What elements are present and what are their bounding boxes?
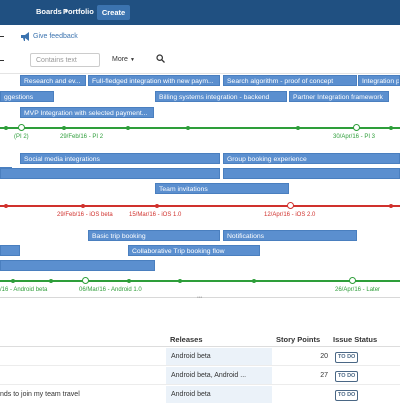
roadmap-bar[interactable]: Partner Integration framework <box>289 91 389 102</box>
row-divider <box>0 384 400 385</box>
roadmap-bar[interactable]: ggestions <box>0 91 54 102</box>
roadmap-bar[interactable]: Basic trip booking <box>88 230 220 241</box>
roadmap-bar[interactable]: Search algorithm - proof of concept <box>223 75 357 86</box>
milestone-ring[interactable] <box>18 124 25 131</box>
milestone-dot <box>178 279 182 283</box>
milestone-ring[interactable] <box>287 202 294 209</box>
milestone-dot <box>49 279 53 283</box>
roadmap-bar[interactable] <box>223 168 400 179</box>
story-points-cell: 20 <box>320 353 328 360</box>
story-points-cell: 27 <box>320 372 328 379</box>
feedback-bar: Give feedback <box>0 25 400 50</box>
milestone-dot <box>252 279 256 283</box>
roadmap-bar[interactable]: Billing systems integration - backend <box>155 91 287 102</box>
milestone-ring[interactable] <box>353 124 360 131</box>
release-label: 26/Apr/16 - Later <box>335 287 381 293</box>
panel-splitter[interactable] <box>0 297 400 298</box>
milestone-ring[interactable] <box>82 277 89 284</box>
divider-mark <box>0 60 4 61</box>
milestone-dot <box>4 126 8 130</box>
summary-cell[interactable]: nds to join my team travel <box>0 391 80 398</box>
roadmap-bar[interactable] <box>0 245 20 256</box>
nav-portfolio-label: Portfolio <box>63 7 94 16</box>
milestone-dot <box>11 279 15 283</box>
milestone-dot <box>81 204 85 208</box>
more-filters-button[interactable]: More ▼ <box>112 56 135 63</box>
more-label: More <box>112 56 128 63</box>
roadmap-bar[interactable]: Team invitations <box>155 183 289 194</box>
divider-mark <box>0 36 4 37</box>
roadmap-bar[interactable] <box>0 168 220 179</box>
release-timeline <box>0 280 400 282</box>
roadmap-bar[interactable]: Notifications <box>223 230 357 241</box>
roadmap-bar[interactable]: Full-fledged integration with new paym..… <box>88 75 220 86</box>
milestone-dot <box>296 126 300 130</box>
roadmap-bar[interactable]: Collaborative Trip booking flow <box>128 245 260 256</box>
milestone-dot <box>186 126 190 130</box>
milestone-dot <box>389 204 393 208</box>
release-cell[interactable]: Android beta, Android ... <box>166 367 272 384</box>
roadmap-bar[interactable]: Research and ev... <box>20 75 86 86</box>
roadmap-bar[interactable]: Social media integrations <box>20 153 220 164</box>
milestone-dot <box>126 126 130 130</box>
roadmap-bar[interactable]: Group booking experience <box>223 153 400 164</box>
filter-bar: Contains text More ▼ <box>0 49 400 74</box>
column-header-issue-status[interactable]: Issue Status <box>333 335 378 344</box>
give-feedback-link[interactable]: Give feedback <box>33 33 78 40</box>
search-input[interactable]: Contains text <box>30 53 100 67</box>
release-cell[interactable]: Android beta <box>166 348 272 365</box>
milestone-ring[interactable] <box>349 277 356 284</box>
header-divider <box>0 346 400 347</box>
nav-boards-menu[interactable]: Boards ▼ <box>36 7 69 16</box>
megaphone-icon <box>20 31 32 43</box>
release-label: 29/Feb/16 - PI 2 <box>60 134 104 140</box>
milestone-dot <box>127 279 131 283</box>
create-button[interactable]: Create <box>97 5 130 20</box>
row-divider <box>0 365 400 366</box>
milestone-dot <box>389 126 393 130</box>
status-badge: TO DO <box>335 352 359 363</box>
column-header-story-points[interactable]: Story Points <box>276 335 321 344</box>
release-label: 15/Mar/16 - iOS 1.0 <box>129 212 182 218</box>
nav-boards-label: Boards <box>36 7 62 16</box>
chevron-down-icon: ▼ <box>63 9 69 16</box>
roadmap-bar[interactable] <box>0 260 155 271</box>
release-label: 06/Mar/16 - Android 1.0 <box>79 287 142 293</box>
release-cell[interactable]: Android beta <box>166 386 272 403</box>
search-icon[interactable] <box>156 54 165 65</box>
roadmap-bar[interactable]: MVP Integration with selected payment... <box>20 107 154 118</box>
top-navigation-bar: Boards▼ Portfolio▼ Create <box>0 0 400 25</box>
nav-portfolio-menu[interactable]: Portfolio▼ <box>63 7 101 16</box>
release-label: (PI 2) <box>14 134 29 140</box>
milestone-dot <box>155 204 159 208</box>
release-label: 12/Apr/16 - iOS 2.0 <box>264 212 316 218</box>
release-label: /16 - Android beta <box>0 287 48 293</box>
roadmap-bar[interactable]: Integration p <box>358 75 400 86</box>
column-header-releases[interactable]: Releases <box>170 335 203 344</box>
release-label: 30/Apr/16 - PI 3 <box>333 134 376 140</box>
status-badge: TO DO <box>335 390 359 401</box>
milestone-dot <box>4 204 8 208</box>
drag-handle-icon[interactable]: ••• <box>197 295 203 301</box>
release-timeline <box>0 205 400 207</box>
status-badge: TO DO <box>335 371 359 382</box>
milestone-dot <box>62 126 66 130</box>
release-label: 29/Feb/16 - iOS beta <box>57 212 113 218</box>
release-timeline <box>0 127 400 129</box>
chevron-down-icon: ▼ <box>129 57 135 63</box>
